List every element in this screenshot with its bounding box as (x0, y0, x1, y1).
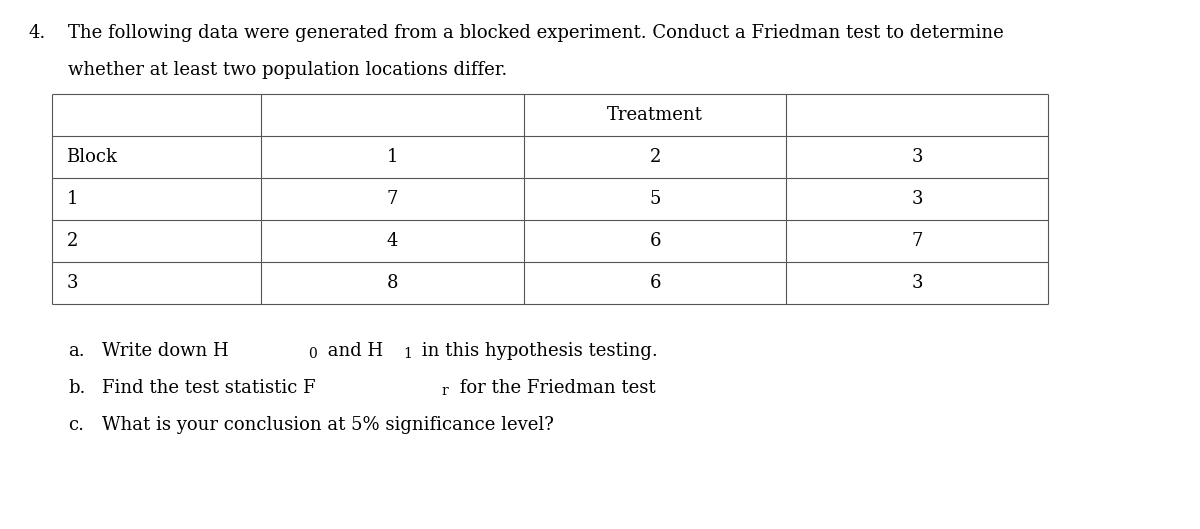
Text: 3: 3 (66, 274, 78, 292)
Text: 3: 3 (912, 190, 923, 208)
Text: Find the test statistic F: Find the test statistic F (102, 379, 316, 397)
Text: r: r (442, 384, 448, 398)
Text: The following data were generated from a blocked experiment. Conduct a Friedman : The following data were generated from a… (68, 24, 1004, 42)
Text: for the Friedman test: for the Friedman test (455, 379, 656, 397)
Text: Treatment: Treatment (607, 106, 702, 124)
Text: c.: c. (68, 416, 84, 434)
Text: b.: b. (68, 379, 85, 397)
Text: 8: 8 (386, 274, 398, 292)
Text: 3: 3 (912, 274, 923, 292)
Text: 6: 6 (649, 232, 661, 250)
Text: 4: 4 (386, 232, 398, 250)
Text: 1: 1 (66, 190, 78, 208)
Text: 1: 1 (403, 347, 412, 361)
Text: 3: 3 (912, 148, 923, 166)
Text: 2: 2 (66, 232, 78, 250)
Text: in this hypothesis testing.: in this hypothesis testing. (416, 342, 659, 360)
Text: whether at least two population locations differ.: whether at least two population location… (68, 61, 508, 79)
Text: 7: 7 (386, 190, 398, 208)
Text: a.: a. (68, 342, 85, 360)
Text: 1: 1 (386, 148, 398, 166)
Text: Block: Block (66, 148, 118, 166)
Text: 2: 2 (649, 148, 661, 166)
Text: 7: 7 (912, 232, 923, 250)
Text: Write down H: Write down H (102, 342, 228, 360)
Text: and H: and H (322, 342, 383, 360)
Text: 4.: 4. (29, 24, 46, 42)
Text: What is your conclusion at 5% significance level?: What is your conclusion at 5% significan… (102, 416, 553, 434)
Text: 6: 6 (649, 274, 661, 292)
Text: 5: 5 (649, 190, 661, 208)
Text: 0: 0 (308, 347, 317, 361)
